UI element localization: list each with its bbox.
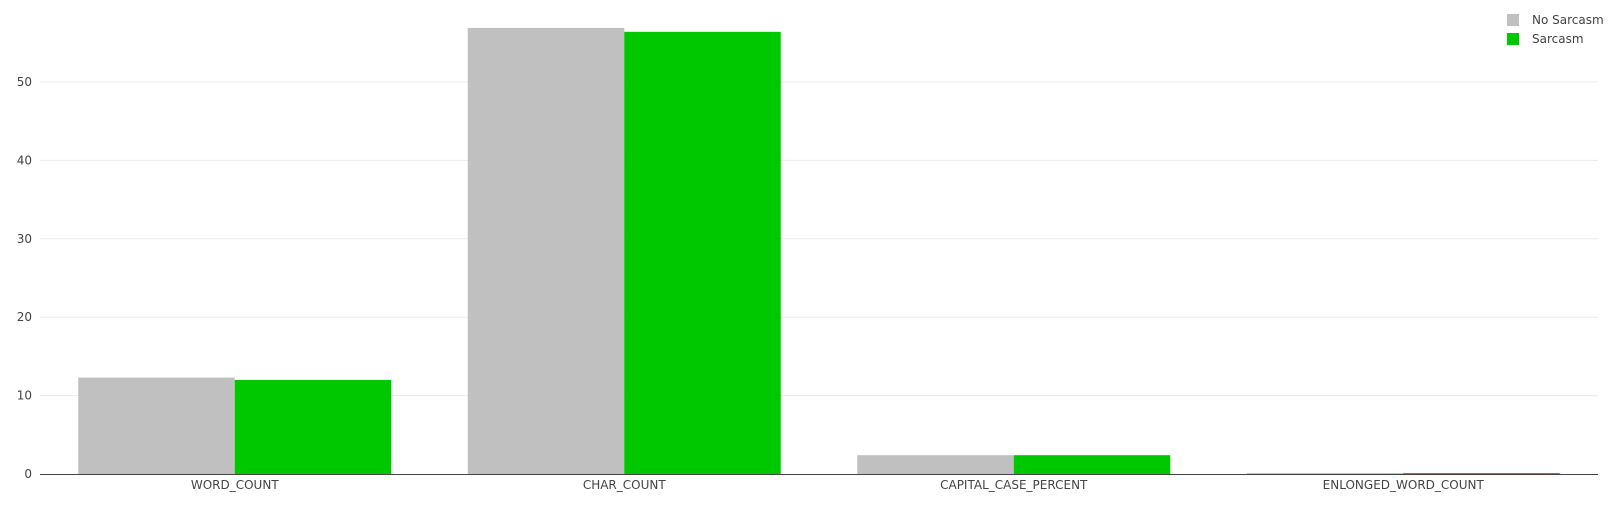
gridlines <box>40 81 1598 397</box>
y-tick-label: 40 <box>17 153 32 167</box>
bar-sarcasm-enlonged-word-count <box>1403 473 1560 474</box>
bar-no-sarcasm-enlonged-word-count <box>1246 473 1404 474</box>
y-tick-label: 20 <box>17 310 32 324</box>
y-tick-label: 50 <box>17 75 32 89</box>
x-tick-label: CHAR_COUNT <box>583 478 667 492</box>
legend-swatch <box>1507 14 1519 26</box>
bar-no-sarcasm-word-count <box>78 377 235 474</box>
x-tick-label: ENLONGED_WORD_COUNT <box>1323 478 1485 492</box>
y-tick-label: 10 <box>17 389 32 403</box>
bar-no-sarcasm-char-count <box>467 27 625 475</box>
bar-sarcasm-capital-case-percent <box>1013 455 1171 474</box>
legend-item[interactable]: No Sarcasm <box>1507 13 1604 27</box>
legend-label: Sarcasm <box>1532 32 1584 46</box>
bars <box>78 27 1560 475</box>
bar-sarcasm-word-count <box>234 379 392 474</box>
y-tick-label: 0 <box>24 467 32 481</box>
bar-sarcasm-char-count <box>624 31 781 474</box>
x-axis-ticks: WORD_COUNT CHAR_COUNT CAPITAL_CASE_PERCENT… <box>191 478 1485 492</box>
bar-no-sarcasm-capital-case-percent <box>857 455 1014 474</box>
y-axis-ticks: 0 10 20 30 40 50 <box>17 75 32 481</box>
legend-item[interactable]: Sarcasm <box>1507 32 1584 46</box>
legend-swatch <box>1507 33 1519 45</box>
x-tick-label: CAPITAL_CASE_PERCENT <box>940 478 1088 492</box>
legend-label: No Sarcasm <box>1532 13 1604 27</box>
legend: No Sarcasm Sarcasm <box>1507 13 1604 46</box>
y-tick-label: 30 <box>17 232 32 246</box>
x-tick-label: WORD_COUNT <box>191 478 279 492</box>
